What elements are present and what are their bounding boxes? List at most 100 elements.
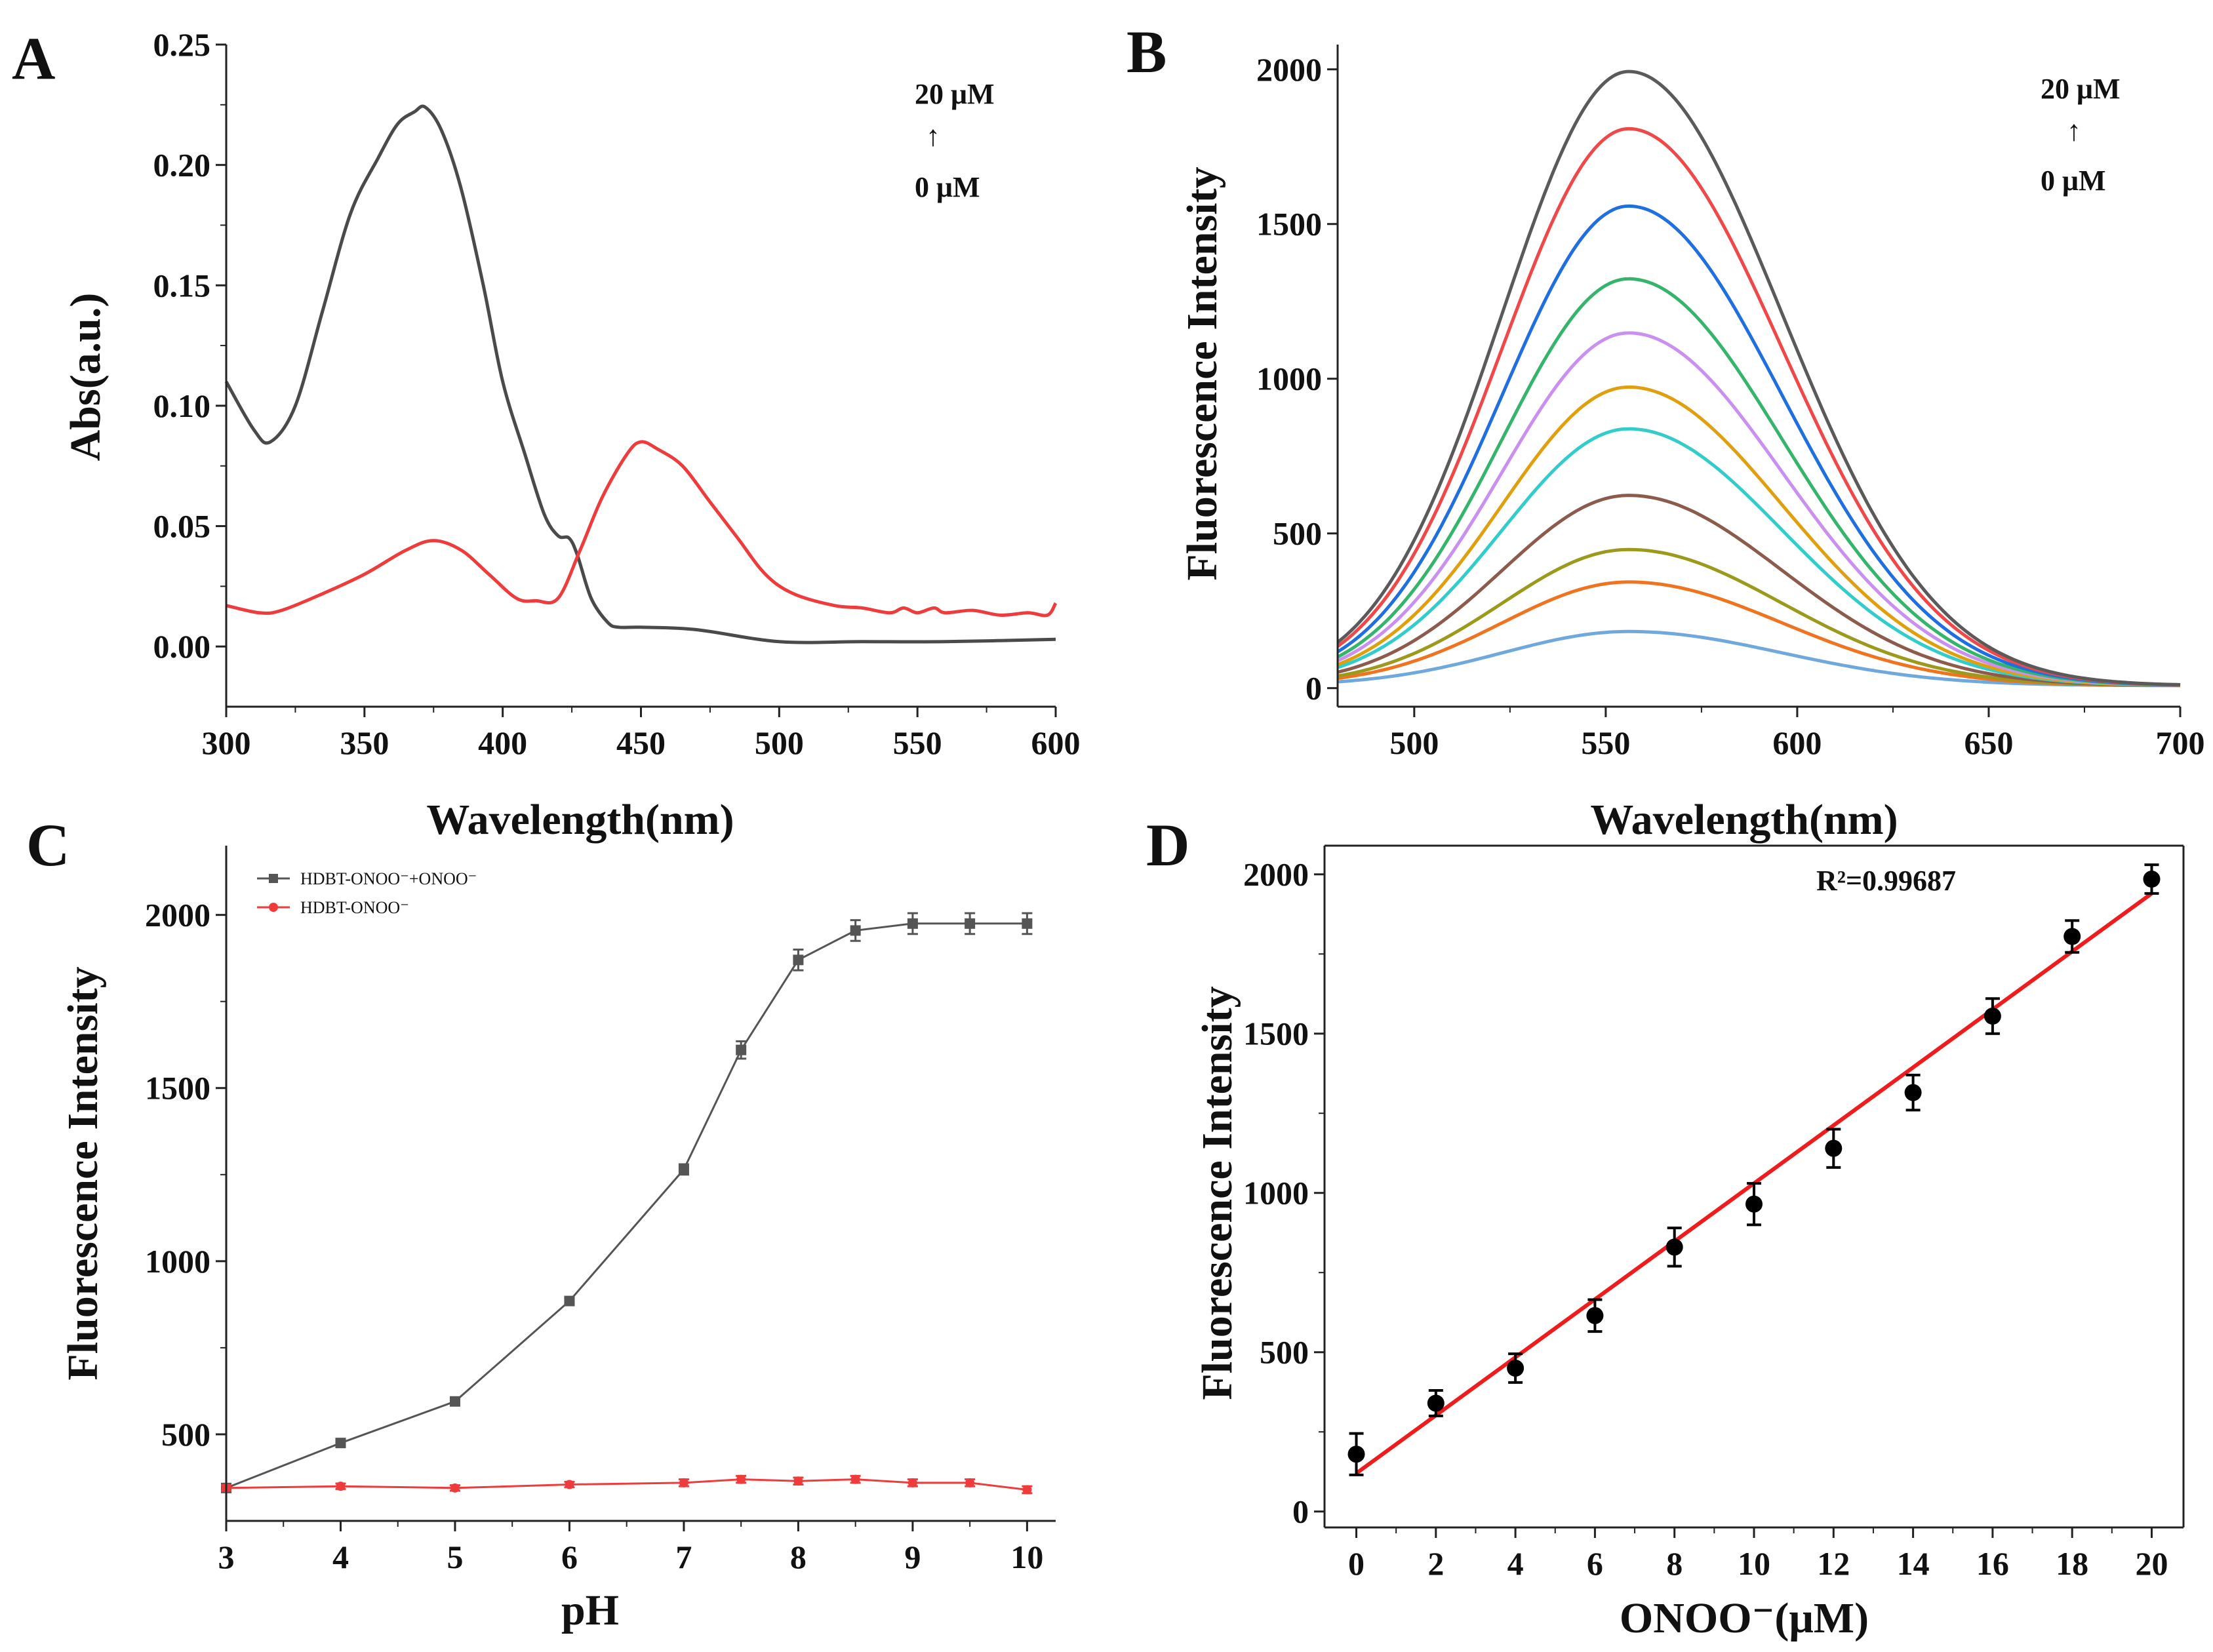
data-point [1904,1084,1922,1101]
panel-b-ticks: 500 550 600 650 700 0 500 1000 1500 2000 [1256,51,2205,761]
panel-c-series-1-line [226,922,1027,1489]
y-tick-label: 0.05 [153,508,211,545]
x-tick-label: 8 [790,1539,807,1575]
data-point [450,1483,460,1493]
panel-b-curve-4 [1337,494,2181,687]
x-tick-label: 550 [893,724,942,761]
panel-d-xlabel: ONOO⁻(μM) [1620,1594,1869,1642]
x-tick-label: 8 [1666,1545,1683,1582]
panel-b-annot-arrow: ↑ [2067,115,2081,147]
panel-b-curve-9 [1336,204,2181,687]
data-point [1745,1195,1763,1213]
data-point [1984,1008,2001,1025]
x-tick-label: 500 [755,724,804,761]
panel-c-series-2-line [226,1478,1027,1491]
x-tick-label: 700 [2156,724,2205,761]
panel-b-curve-10 [1336,127,2181,687]
y-tick-label: 1500 [1256,206,1322,243]
x-tick-label: 650 [1964,724,2013,761]
data-point [1427,1394,1445,1412]
panel-a-series-1-line [224,104,1056,644]
panel-a-axes [225,45,1056,708]
panel-b-xlabel: Wavelength(nm) [1590,796,1898,844]
data-point [336,1482,346,1491]
panel-c-ylabel: Fluorescence Intensity [59,966,107,1380]
panel-b-letter: B [1126,18,1166,85]
legend-label-series-2: HDBT-ONOO⁻ [300,898,409,917]
x-tick-label: 10 [1738,1545,1770,1582]
panel-a-lines [224,104,1058,644]
panel-b-axes [1336,45,2180,708]
data-point [564,1295,575,1307]
data-point [1665,1238,1683,1256]
x-tick-label: 16 [1976,1545,2009,1582]
x-tick-label: 7 [675,1539,692,1575]
x-tick-label: 12 [1817,1545,1850,1582]
data-point [335,1438,346,1449]
panel-c-lines [221,912,1033,1495]
panel-c-ticks: 3 4 5 6 7 8 9 10 500 1000 1500 2000 [145,897,1043,1575]
panel-a-annot-top: 20 μM [915,78,994,110]
data-point [565,1480,574,1489]
y-tick-label: 2000 [145,897,210,934]
panel-d-r2: R²=0.99687 [1816,865,1956,897]
data-point [793,954,804,966]
data-point [1507,1360,1525,1377]
panel-d: D 0 2 4 6 8 10 12 14 16 18 20 0 500 1000 1500 2000 ONOO… [1146,812,2185,1642]
data-point [679,1478,688,1487]
data-point [2143,871,2161,888]
x-tick-label: 550 [1581,724,1630,761]
y-tick-label: 0.25 [153,26,211,63]
legend-marker-series-2 [269,903,278,912]
y-tick-label: 1000 [145,1243,210,1280]
panel-d-letter: D [1146,812,1189,878]
panel-b-annot-top: 20 μM [2041,73,2120,105]
panel-b-lines [1336,69,2181,688]
legend-marker-series-1 [269,874,278,883]
panel-b: B 500 550 600 650 700 0 500 1000 1500 2000 Wavele… [1126,18,2205,844]
panel-b-annot-bottom: 0 μM [2041,165,2105,197]
x-tick-label: 20 [2135,1545,2168,1582]
panel-d-ticks: 0 2 4 6 8 10 12 14 16 18 20 0 500 1000 1500 2000 [1243,856,2168,1582]
panel-b-curve-3 [1337,547,2181,688]
y-tick-label: 1500 [145,1070,210,1107]
panel-a: A 300 350 400 450 500 550 600 0.00 0.05 0.10 0.15 0… [12,25,1081,844]
panel-c: C 3 4 5 6 7 8 9 10 500 1000 1500 2000 pH Fluorescen… [26,812,1056,1634]
data-point [736,1044,747,1055]
panel-a-xlabel: Wavelength(nm) [426,796,734,844]
panel-a-series-2-line [226,440,1058,618]
panel-d-ylabel: Fluorescence Intensity [1193,986,1241,1400]
data-point [1022,918,1033,929]
x-tick-label: 5 [447,1539,463,1575]
x-tick-label: 2 [1427,1545,1444,1582]
data-point [1022,1485,1032,1495]
y-tick-label: 0.00 [153,628,211,665]
x-tick-label: 500 [1389,724,1439,761]
panel-c-letter: C [26,812,70,878]
data-point [907,1478,917,1487]
x-tick-label: 3 [218,1539,235,1575]
y-tick-label: 500 [1260,1334,1309,1371]
data-point [736,1474,746,1484]
panel-a-annot-bottom: 0 μM [915,171,980,203]
x-tick-label: 4 [332,1539,349,1575]
panel-b-curve-8 [1336,277,2181,687]
x-tick-label: 600 [1031,724,1081,761]
x-tick-label: 10 [1010,1539,1043,1575]
panel-c-axes [225,846,1056,1522]
data-point [1586,1307,1604,1324]
panel-a-annot-arrow: ↑ [926,120,940,152]
x-tick-label: 350 [340,724,389,761]
data-point [793,1476,803,1486]
x-tick-label: 0 [1348,1545,1365,1582]
data-point [850,1474,860,1484]
y-tick-label: 500 [161,1416,210,1453]
y-tick-label: 1000 [1256,361,1322,397]
y-tick-label: 500 [1273,515,1322,552]
panel-a-letter: A [12,25,55,92]
panel-d-axes [1323,844,2185,1529]
x-tick-label: 4 [1507,1545,1524,1582]
legend-label-series-1: HDBT-ONOO⁻+ONOO⁻ [300,869,477,888]
x-tick-label: 450 [616,724,666,761]
x-tick-label: 14 [1897,1545,1930,1582]
